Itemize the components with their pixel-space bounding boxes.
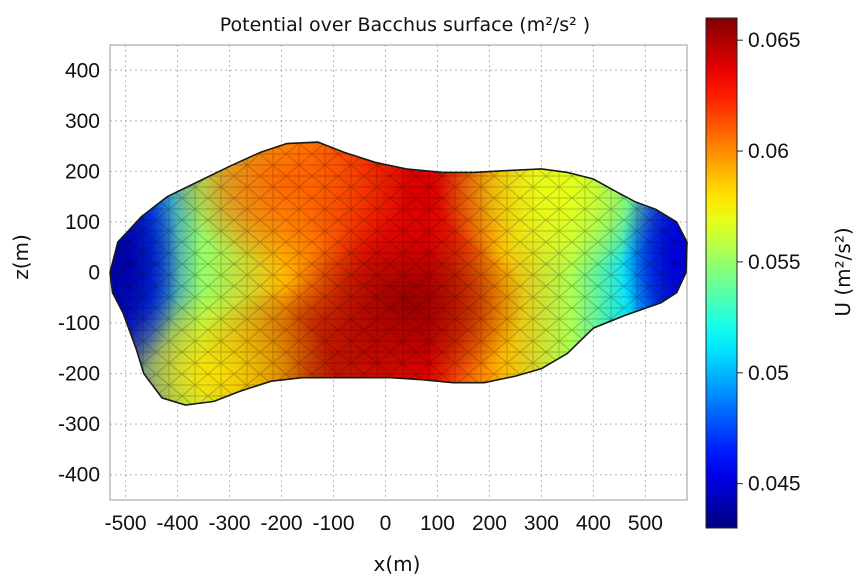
surface-mesh xyxy=(110,142,687,405)
chart-title: Potential over Bacchus surface (m²/s² ) xyxy=(220,14,590,36)
y-tick-label: 300 xyxy=(65,110,100,133)
colorbar-tick-labels: 0.065 0.06 0.055 0.05 0.045 xyxy=(737,29,801,496)
x-tick-label: 300 xyxy=(524,512,559,535)
y-tick-labels: 400 300 200 100 0 -100 -200 -300 -400 xyxy=(58,59,100,486)
colorbar-scale xyxy=(705,17,738,529)
x-tick-label: -500 xyxy=(105,512,147,535)
colorbar-tick-label: 0.065 xyxy=(748,29,801,52)
y-axis-label: z(m) xyxy=(9,234,33,280)
y-tick-label: 400 xyxy=(65,59,100,82)
colorbar-label: U (m²/s²) xyxy=(831,227,855,316)
bacchus-surface xyxy=(109,141,688,406)
surface-outline xyxy=(109,141,688,406)
y-tick-label: 100 xyxy=(65,211,100,234)
x-tick-label: -100 xyxy=(313,512,355,535)
y-tick-label: -300 xyxy=(58,413,100,436)
x-tick-label: -400 xyxy=(157,512,199,535)
y-tick-label: -400 xyxy=(58,464,100,487)
x-tick-label: 100 xyxy=(420,512,455,535)
y-tick-label: -100 xyxy=(58,312,100,335)
colorbar-tick-label: 0.045 xyxy=(748,473,801,496)
surface-fill xyxy=(110,142,687,405)
x-tick-labels: -500 -400 -300 -200 -100 0 100 200 300 400 500 xyxy=(105,512,663,535)
x-tick-label: -300 xyxy=(209,512,251,535)
x-tick-label: 200 xyxy=(472,512,507,535)
y-tick-label: 0 xyxy=(88,262,100,285)
y-tick-label: 200 xyxy=(65,160,100,183)
colorbar-tick-label: 0.05 xyxy=(748,362,789,385)
x-axis-label: x(m) xyxy=(374,552,421,576)
x-tick-label: 0 xyxy=(380,512,392,535)
x-tick-label: 500 xyxy=(628,512,663,535)
colorbar-tick-label: 0.055 xyxy=(748,251,801,274)
colorbar xyxy=(705,17,738,529)
colorbar-tick-label: 0.06 xyxy=(748,140,789,163)
x-tick-label: -200 xyxy=(261,512,303,535)
x-tick-label: 400 xyxy=(576,512,611,535)
y-tick-label: -200 xyxy=(58,363,100,386)
